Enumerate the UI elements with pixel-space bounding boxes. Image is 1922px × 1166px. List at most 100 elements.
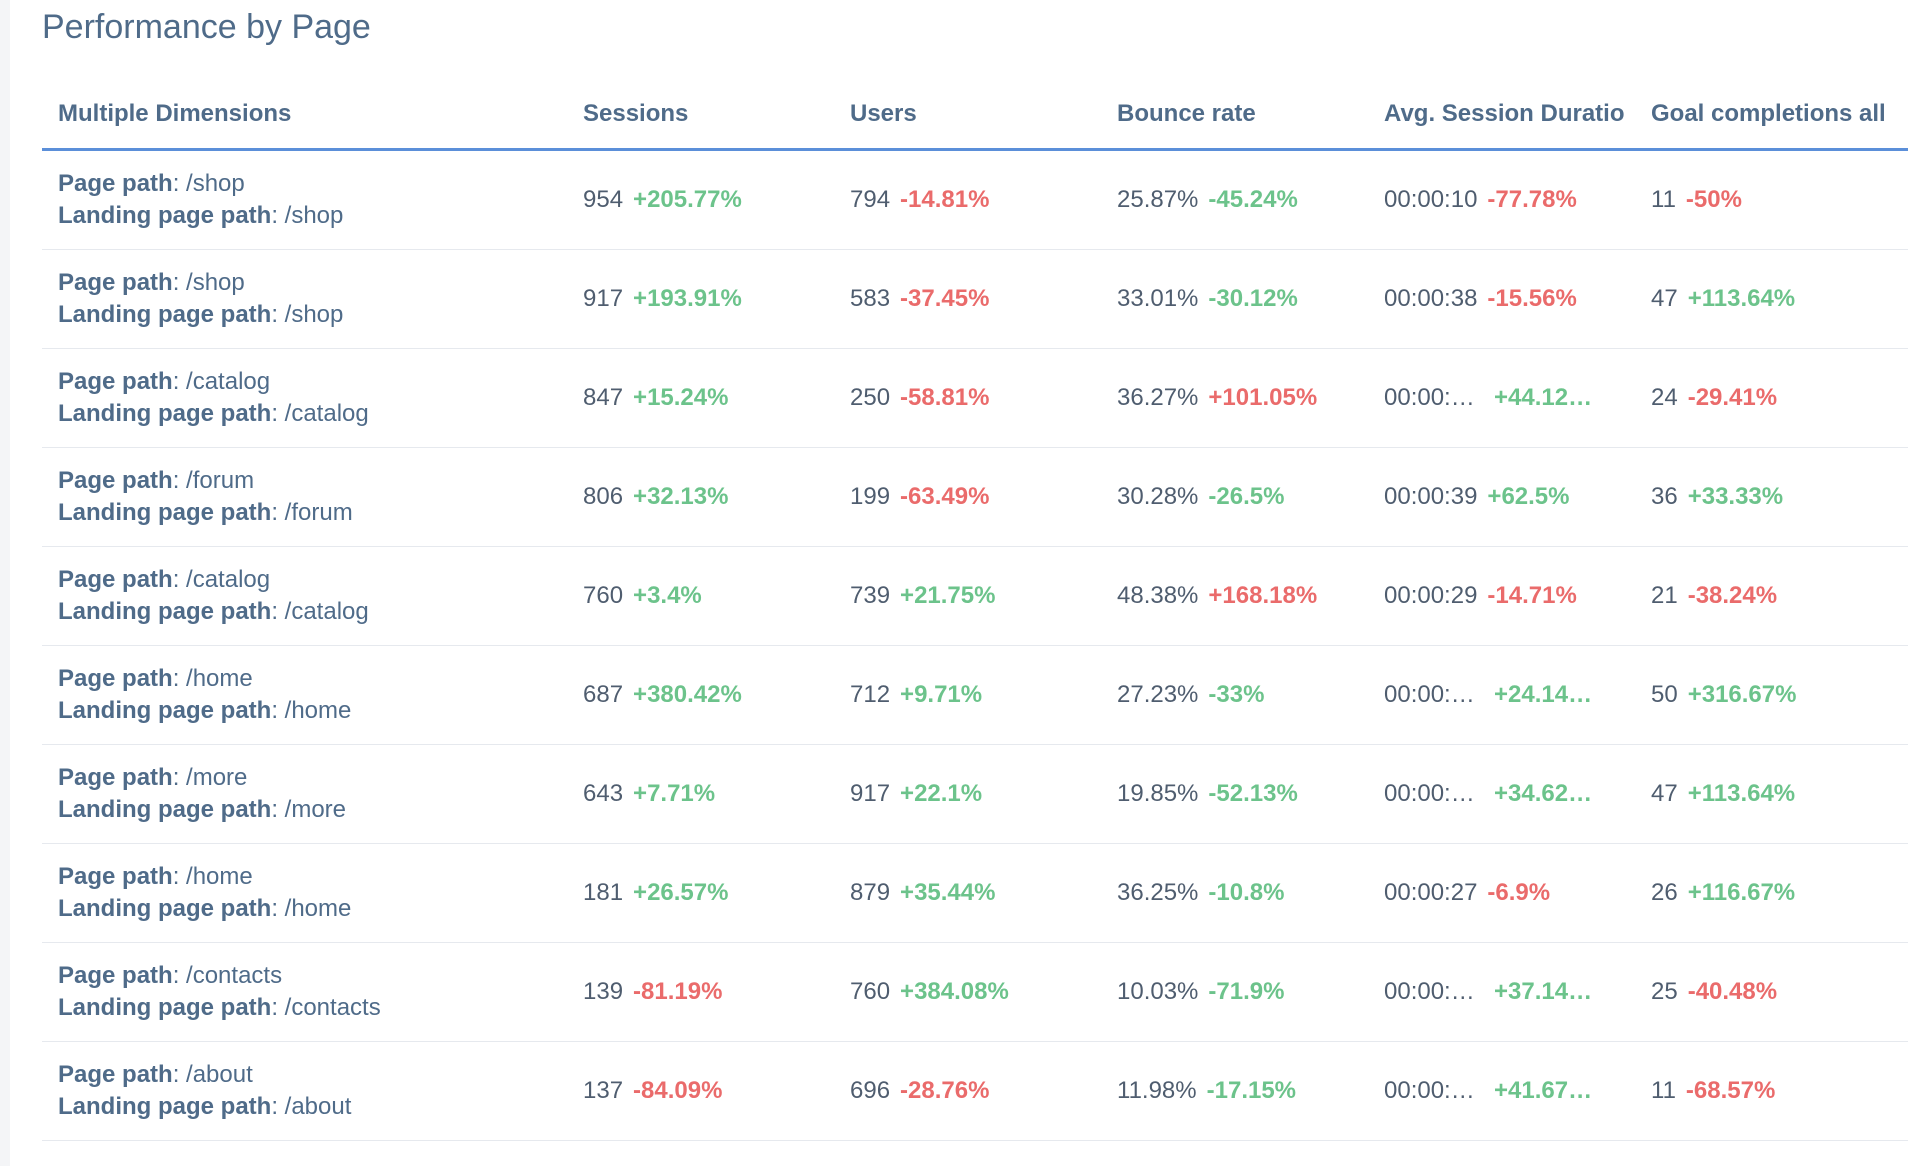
avg-session-duration-value: 00:00:…	[1384, 681, 1475, 708]
sessions-delta: +7.71%	[633, 780, 716, 807]
column-header-avg-session-duration[interactable]: Avg. Session Duratio	[1384, 100, 1625, 127]
users-cell: 739 +21.75%	[834, 582, 1101, 610]
sessions-value: 139	[583, 978, 624, 1005]
sessions-value: 181	[583, 879, 624, 906]
avg-session-duration-value: 00:00:27	[1384, 879, 1478, 906]
avg-session-duration-value: 00:00:10	[1384, 186, 1478, 213]
dimensions-cell: Page path: /about Landing page path: /ab…	[42, 1059, 567, 1123]
landing-page-path-value: : /catalog	[271, 400, 369, 427]
users-cell: 583 -37.45%	[834, 285, 1101, 313]
users-delta: +21.75%	[900, 582, 996, 609]
dimensions-cell: Page path: /forum Landing page path: /fo…	[42, 465, 567, 529]
sessions-value: 917	[583, 285, 624, 312]
users-value: 760	[850, 978, 891, 1005]
users-delta: -58.81%	[900, 384, 990, 411]
sessions-delta: -84.09%	[633, 1077, 723, 1104]
bounce-rate-delta: -45.24%	[1208, 186, 1298, 213]
page-path-value: : /about	[172, 1061, 253, 1088]
page-path-value: : /shop	[172, 170, 245, 197]
sessions-cell: 139 -81.19%	[567, 978, 834, 1006]
table-row[interactable]: Page path: /catalog Landing page path: /…	[42, 547, 1908, 646]
goal-completions-value: 24	[1651, 384, 1678, 411]
goal-completions-cell: 47 +113.64%	[1635, 780, 1908, 808]
users-value: 739	[850, 582, 891, 609]
goal-completions-delta: +116.67%	[1687, 879, 1796, 906]
page-path-label: Page path	[58, 863, 173, 890]
table-row[interactable]: Page path: /more Landing page path: /mor…	[42, 745, 1908, 844]
users-delta: -63.49%	[900, 483, 990, 510]
goal-completions-delta: +316.67%	[1687, 681, 1797, 708]
avg-session-duration-cell: 00:00:… +44.12…	[1368, 384, 1635, 412]
avg-session-duration-cell: 00:00:… +37.14…	[1368, 978, 1635, 1006]
bounce-rate-cell: 36.25% -10.8%	[1101, 879, 1368, 907]
users-cell: 760 +384.08%	[834, 978, 1101, 1006]
bounce-rate-value: 27.23%	[1117, 681, 1199, 708]
table-row[interactable]: Page path: /shop Landing page path: /sho…	[42, 250, 1908, 349]
landing-page-path-value: : /contacts	[271, 994, 381, 1021]
goal-completions-value: 36	[1651, 483, 1678, 510]
goal-completions-delta: -68.57%	[1685, 1077, 1776, 1104]
bounce-rate-cell: 48.38% +168.18%	[1101, 582, 1368, 610]
sessions-delta: +15.24%	[633, 384, 729, 411]
bounce-rate-delta: -26.5%	[1208, 483, 1285, 510]
bounce-rate-delta: +168.18%	[1208, 582, 1318, 609]
bounce-rate-delta: -30.12%	[1208, 285, 1298, 312]
avg-session-duration-delta: +34.62…	[1494, 780, 1593, 807]
bounce-rate-value: 36.27%	[1117, 384, 1199, 411]
users-value: 917	[850, 780, 891, 807]
users-delta: -14.81%	[900, 186, 990, 213]
bounce-rate-delta: -17.15%	[1206, 1077, 1297, 1104]
goal-completions-delta: +113.64%	[1687, 780, 1796, 807]
report-panel: Performance by Page Multiple Dimensions …	[10, 0, 1922, 1166]
table-row[interactable]: Page path: /about Landing page path: /ab…	[42, 1042, 1908, 1141]
table-row[interactable]: Page path: /contacts Landing page path: …	[42, 943, 1908, 1042]
avg-session-duration-cell: 00:00:… +34.62…	[1368, 780, 1635, 808]
sessions-delta: +26.57%	[633, 879, 729, 906]
table-row[interactable]: Page path: /catalog Landing page path: /…	[42, 349, 1908, 448]
goal-completions-delta: -50%	[1685, 186, 1742, 213]
avg-session-duration-delta: -77.78%	[1487, 186, 1577, 213]
avg-session-duration-value: 00:00:…	[1384, 384, 1475, 411]
avg-session-duration-cell: 00:00:… +41.67…	[1368, 1077, 1635, 1105]
page-path-value: : /contacts	[172, 962, 283, 989]
bounce-rate-delta: -71.9%	[1208, 978, 1285, 1005]
page-path-label: Page path	[58, 467, 173, 494]
column-header-users[interactable]: Users	[850, 100, 917, 127]
table-row[interactable]: Page path: /home Landing page path: /hom…	[42, 844, 1908, 943]
avg-session-duration-cell: 00:00:27 -6.9%	[1368, 879, 1635, 907]
page-path-label: Page path	[58, 1061, 173, 1088]
column-header-bounce-rate[interactable]: Bounce rate	[1117, 100, 1256, 127]
bounce-rate-value: 30.28%	[1117, 483, 1199, 510]
users-delta: -28.76%	[900, 1077, 990, 1104]
dimensions-cell: Page path: /shop Landing page path: /sho…	[42, 168, 567, 232]
users-value: 583	[850, 285, 891, 312]
goal-completions-value: 47	[1651, 285, 1678, 312]
performance-table: Multiple Dimensions Sessions Users Bounc…	[42, 80, 1908, 1141]
users-value: 199	[850, 483, 891, 510]
column-header-goal-completions[interactable]: Goal completions all	[1651, 100, 1886, 127]
table-row[interactable]: Page path: /home Landing page path: /hom…	[42, 646, 1908, 745]
column-header-dimensions[interactable]: Multiple Dimensions	[58, 100, 292, 127]
goal-completions-delta: +33.33%	[1687, 483, 1784, 510]
avg-session-duration-value: 00:00:…	[1384, 978, 1475, 1005]
avg-session-duration-cell: 00:00:… +24.14…	[1368, 681, 1635, 709]
dimensions-cell: Page path: /catalog Landing page path: /…	[42, 564, 567, 628]
table-row[interactable]: Page path: /shop Landing page path: /sho…	[42, 151, 1908, 250]
users-cell: 917 +22.1%	[834, 780, 1101, 808]
sessions-delta: -81.19%	[633, 978, 723, 1005]
users-value: 250	[850, 384, 891, 411]
landing-page-path-value: : /catalog	[271, 598, 369, 625]
sessions-value: 760	[583, 582, 624, 609]
avg-session-duration-delta: +62.5%	[1487, 483, 1570, 510]
goal-completions-value: 26	[1651, 879, 1678, 906]
table-row[interactable]: Page path: /forum Landing page path: /fo…	[42, 448, 1908, 547]
bounce-rate-delta: -52.13%	[1208, 780, 1298, 807]
page-path-value: : /shop	[172, 269, 245, 296]
page-path-value: : /home	[172, 665, 253, 692]
column-header-sessions[interactable]: Sessions	[583, 100, 689, 127]
bounce-rate-cell: 11.98% -17.15%	[1101, 1077, 1368, 1105]
users-delta: +9.71%	[900, 681, 983, 708]
avg-session-duration-delta: +37.14…	[1494, 978, 1593, 1005]
sessions-value: 687	[583, 681, 624, 708]
bounce-rate-cell: 19.85% -52.13%	[1101, 780, 1368, 808]
